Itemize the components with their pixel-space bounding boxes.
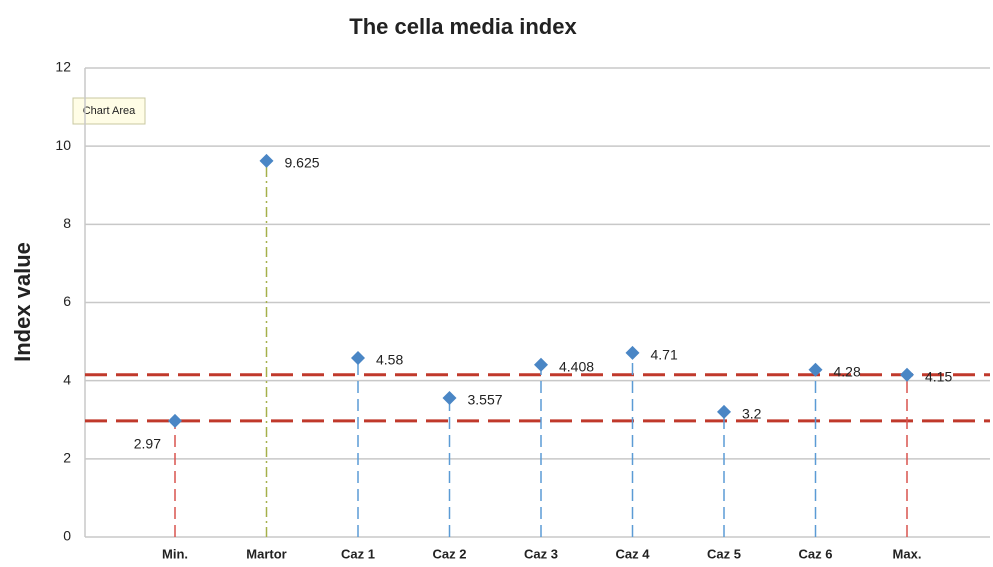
y-axis-label: Index value bbox=[10, 242, 35, 362]
marker bbox=[808, 362, 823, 377]
x-tick-label: Min. bbox=[162, 546, 188, 561]
chart-title: The cella media index bbox=[349, 14, 577, 39]
marker bbox=[442, 390, 457, 405]
data-label: 4.58 bbox=[376, 352, 403, 368]
y-tick-label: 10 bbox=[55, 137, 71, 153]
x-tick-label: Caz 4 bbox=[616, 546, 651, 561]
marker bbox=[900, 367, 914, 382]
data-label: 3.2 bbox=[742, 406, 762, 422]
data-label: 4.28 bbox=[834, 363, 861, 379]
x-tick-label: Martor bbox=[246, 546, 286, 561]
x-tick-label: Caz 1 bbox=[341, 546, 375, 561]
marker bbox=[717, 404, 731, 419]
x-tick-label: Caz 2 bbox=[433, 546, 467, 561]
y-tick-label: 12 bbox=[55, 59, 71, 75]
y-tick-label: 4 bbox=[63, 371, 71, 387]
marker bbox=[168, 413, 182, 428]
data-label: 3.557 bbox=[468, 392, 503, 408]
data-label: 4.408 bbox=[559, 358, 594, 374]
x-tick-label: Max. bbox=[893, 546, 922, 561]
x-tick-label: Caz 3 bbox=[524, 546, 558, 561]
data-label: 2.97 bbox=[134, 436, 161, 452]
y-tick-label: 2 bbox=[63, 450, 71, 466]
marker bbox=[625, 345, 640, 360]
marker bbox=[259, 153, 274, 168]
y-tick-label: 6 bbox=[63, 293, 71, 309]
y-tick-label: 0 bbox=[63, 528, 71, 544]
x-tick-label: Caz 5 bbox=[707, 546, 741, 561]
marker bbox=[351, 350, 365, 365]
y-tick-label: 8 bbox=[63, 215, 71, 231]
data-label: 4.15 bbox=[925, 369, 952, 385]
x-tick-label: Caz 6 bbox=[799, 546, 833, 561]
data-label: 4.71 bbox=[651, 347, 678, 363]
tooltip: Chart Area bbox=[83, 105, 136, 117]
marker bbox=[534, 357, 548, 372]
data-label: 9.625 bbox=[285, 155, 320, 171]
